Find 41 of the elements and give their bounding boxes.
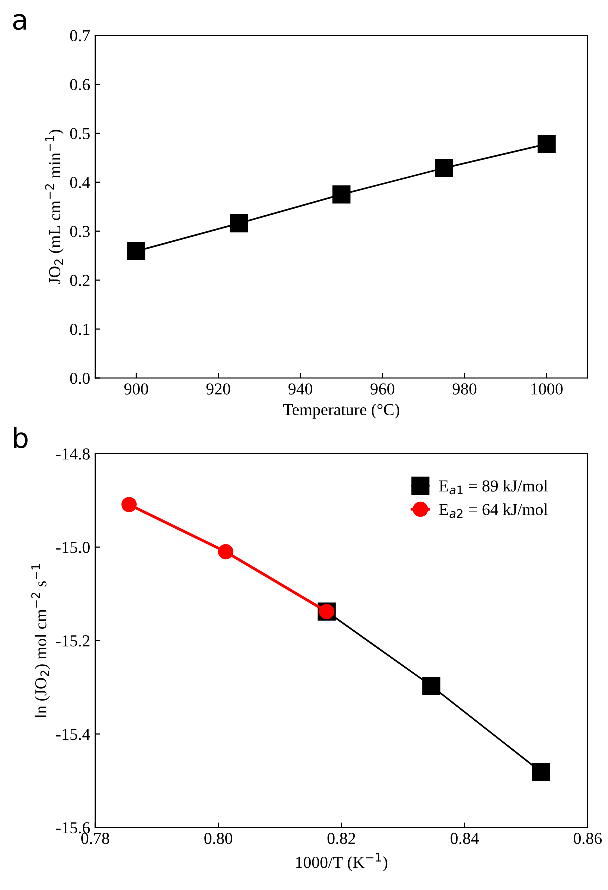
- x-tick-label: 960: [370, 384, 395, 395]
- point: [218, 544, 234, 560]
- y-tick-label: 0.2: [70, 275, 90, 286]
- y-tick-label: -15.2: [56, 636, 90, 647]
- x-tick-label: 920: [206, 384, 230, 395]
- chart-title: b: [14, 427, 28, 449]
- y-tick-label: -15.6: [56, 822, 90, 834]
- y-tick-label: 0.5: [70, 128, 90, 140]
- x-axis-title: 1000/T (K$^{−1}$): [296, 853, 388, 872]
- x-tick-label: 900: [124, 384, 148, 395]
- point: [422, 677, 441, 696]
- x-tick-label: 980: [452, 384, 477, 395]
- x-tick-label: 940: [288, 384, 313, 395]
- point: [230, 214, 248, 233]
- point: [538, 135, 556, 154]
- x-tick-label: 0.82: [328, 833, 356, 844]
- point: [122, 497, 137, 512]
- x-tick-label: 0.86: [574, 833, 602, 844]
- legend-label: E$_{a1}$ = 89 kJ/mol: [439, 480, 548, 495]
- y-tick-label: -15.4: [56, 729, 90, 740]
- y-axis-title: ln (JO$_{2}$) mol cm$^{−2}$ s$^{−1}$: [31, 564, 50, 718]
- x-tick-label: 1000: [532, 384, 563, 395]
- point: [332, 186, 351, 204]
- x-tick-label: 0.80: [204, 833, 233, 844]
- y-tick-label: 0.0: [70, 372, 90, 384]
- y-tick-label: 0.1: [70, 324, 90, 336]
- chart-title: a: [13, 14, 26, 30]
- point: [435, 159, 454, 178]
- x-tick-label: 0.84: [450, 833, 480, 844]
- y-tick-label: -14.8: [56, 448, 90, 460]
- x-axis-title: Temperature (°C): [283, 404, 400, 419]
- point: [127, 242, 146, 260]
- y-tick-label: 0.4: [70, 177, 90, 188]
- y-tick-label: 0.7: [70, 30, 90, 42]
- x-tick-label: 0.78: [82, 833, 110, 844]
- legend-label: E$_{a2}$ = 64 kJ/mol: [439, 504, 548, 518]
- point: [532, 763, 550, 782]
- y-tick-label: 0.6: [70, 79, 90, 91]
- y-tick-label: 0.3: [70, 226, 90, 238]
- y-tick-label: -15.0: [56, 542, 90, 554]
- y-axis-title: JO$_{2}$ (mL cm$^{−2}$ min$^{−1}$): [45, 130, 64, 284]
